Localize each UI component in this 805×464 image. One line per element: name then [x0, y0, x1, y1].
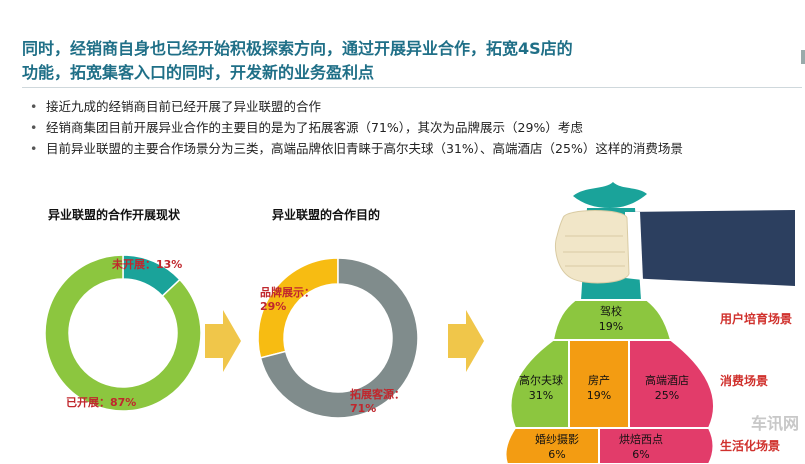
bullet-item: • 目前异业联盟的主要合作场景分为三类，高端品牌依旧青睐于高尔夫球（31%）、高端…	[28, 138, 683, 159]
bullet-dot-icon: •	[30, 99, 38, 114]
chart1-slice-1	[44, 254, 202, 412]
seg-label-wedding-photo: 婚纱摄影	[535, 432, 579, 446]
chart2-slice-label-1: 71%	[350, 402, 376, 415]
flow-arrow-shape	[205, 310, 241, 372]
chart2-title: 异业联盟的合作目的	[272, 208, 381, 222]
money-bag-chart: 驾校 19% 高尔夫球 31% 房产 19% 高端酒店 25% 婚纱摄影 6% …	[504, 182, 795, 464]
bullet-list: • 接近九成的经销商目前已经开展了异业联盟的合作 • 经销商集团目前开展异业合作的主…	[28, 96, 683, 159]
flow-arrow-icon	[448, 310, 484, 372]
flow-arrow-icon	[205, 310, 241, 372]
chart1-slice-label-0: 未开展：13%	[111, 257, 182, 271]
seg-label-real-estate: 房产	[588, 373, 610, 387]
slide-title-line1: 同时，经销商自身也已经开始积极探索方向，通过开展异业合作，拓宽4S店的	[22, 39, 573, 58]
seg-label-golf: 高尔夫球	[519, 373, 563, 387]
seg-value-bakery: 6%	[632, 448, 649, 461]
slide-title: 同时，经销商自身也已经开始积极探索方向，通过开展异业合作，拓宽4S店的 功能，拓…	[22, 37, 722, 85]
bullet-text: 接近九成的经销商目前已经开展了异业联盟的合作	[46, 99, 322, 114]
bullet-item: • 接近九成的经销商目前已经开展了异业联盟的合作	[28, 96, 683, 117]
chart2-slice-1	[259, 257, 419, 419]
seg-value-wedding-photo: 6%	[548, 448, 565, 461]
bullet-dot-icon: •	[30, 120, 38, 135]
cuff-shape	[625, 212, 643, 280]
seg-value-real-estate: 19%	[587, 389, 611, 402]
chart2-slice-label-0: 品牌展示：	[260, 285, 315, 299]
edge-marker	[801, 50, 805, 64]
chart2-slice-label-1: 拓展客源：	[350, 387, 405, 401]
seg-value-driving-school: 19%	[599, 320, 623, 333]
watermark-logo: 车讯网	[750, 414, 799, 433]
group-label-user-cultivation: 用户培育场景	[720, 312, 793, 326]
flow-arrow-shape	[448, 310, 484, 372]
seg-value-hotel: 25%	[655, 389, 679, 402]
bullet-text: 经销商集团目前开展异业合作的主要目的是为了拓展客源（71%），其次为品牌展示（2…	[46, 120, 583, 135]
chart1-title: 异业联盟的合作开展现状	[48, 208, 181, 222]
chart2-donut: 品牌展示：29% 拓展客源：71%	[257, 257, 419, 419]
chart1-donut: 未开展：13% 已开展：87%	[44, 254, 202, 412]
bag-segment-wedding-photo	[504, 427, 600, 464]
seg-value-golf: 31%	[529, 389, 553, 402]
group-label-consumption: 消费场景	[720, 374, 769, 388]
title-divider	[22, 87, 802, 88]
bullet-text: 目前异业联盟的主要合作场景分为三类，高端品牌依旧青睐于高尔夫球（31%）、高端酒…	[46, 141, 683, 156]
slide-title-line2: 功能，拓宽集客入口的同时，开发新的业务盈利点	[22, 63, 375, 82]
seg-label-bakery: 烘焙西点	[619, 432, 663, 446]
chart2-slice-label-0: 29%	[260, 300, 286, 313]
bullet-dot-icon: •	[30, 141, 38, 156]
sleeve-shape	[627, 210, 795, 286]
hand-icon	[555, 210, 630, 284]
bullet-item: • 经销商集团目前开展异业合作的主要目的是为了拓展客源（71%），其次为品牌展示（…	[28, 117, 683, 138]
chart1-slice-label-1: 已开展：87%	[66, 396, 136, 409]
seg-label-hotel: 高端酒店	[645, 373, 689, 387]
seg-label-driving-school: 驾校	[600, 304, 622, 318]
bag-knot-icon	[573, 182, 647, 208]
group-label-lifestyle: 生活化场景	[720, 439, 781, 453]
